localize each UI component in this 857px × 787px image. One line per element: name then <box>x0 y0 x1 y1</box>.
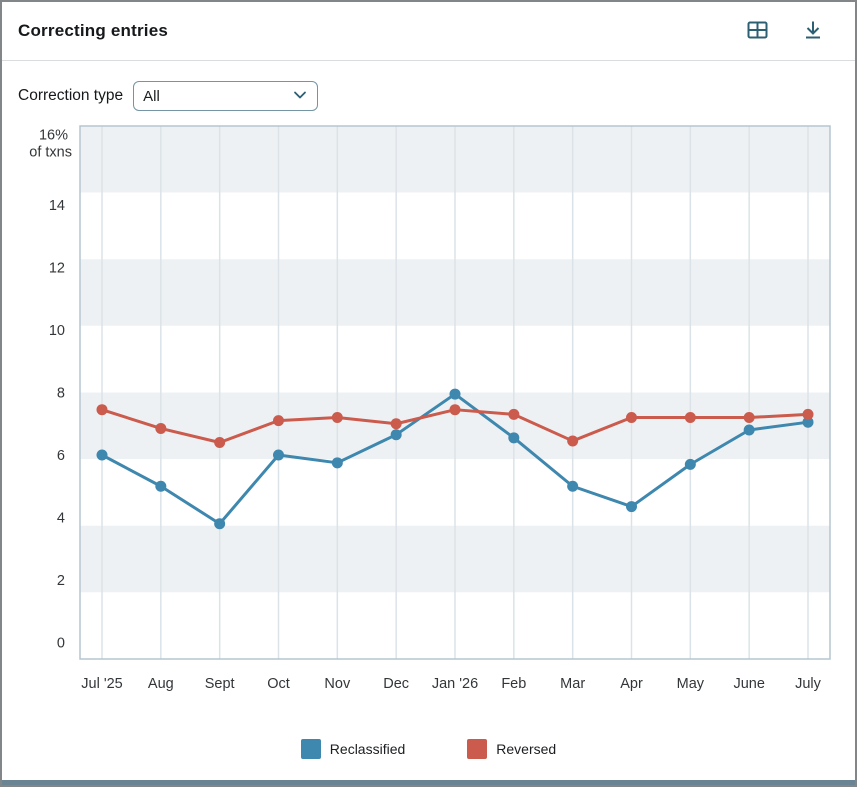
correcting-entries-chart: 14 12 10 8 6 4 2 0 16%of txns Jul '25 Aug Sept Oct No… <box>29 125 831 692</box>
legend-swatch-reclassified <box>300 739 321 759</box>
point-reversed-Dec[interactable] <box>390 418 402 430</box>
x-label-Nov: Nov <box>324 676 351 692</box>
x-label-Apr: Apr <box>620 676 643 692</box>
x-label-Feb: Feb <box>501 676 526 692</box>
y-tick-4: 4 <box>57 511 65 527</box>
point-reclassified-Aug[interactable] <box>155 480 167 492</box>
point-reversed-Jan '26[interactable] <box>449 404 461 416</box>
x-label-Jan '26: Jan '26 <box>432 676 478 692</box>
point-reversed-Nov[interactable] <box>331 412 343 423</box>
panel-header: Correcting entries <box>2 2 855 61</box>
y-tick-12: 12 <box>49 261 65 277</box>
point-reversed-Jul '25[interactable] <box>96 404 108 416</box>
point-reclassified-Sept[interactable] <box>214 518 226 530</box>
point-reclassified-Jan '26[interactable] <box>449 388 461 400</box>
x-label-Oct: Oct <box>267 676 290 692</box>
point-reversed-Mar[interactable] <box>567 435 579 447</box>
bottom-bar <box>2 780 855 785</box>
y-tick-10: 10 <box>49 323 65 339</box>
point-reclassified-Nov[interactable] <box>331 457 343 469</box>
point-reclassified-Oct[interactable] <box>273 449 284 461</box>
panel-title: Correcting entries <box>18 21 169 40</box>
legend-item-reversed[interactable]: Reversed <box>467 739 556 759</box>
y-tick-14: 14 <box>49 198 65 214</box>
chevron-down-icon <box>293 87 307 105</box>
header-actions <box>745 19 825 43</box>
point-reversed-Oct[interactable] <box>273 415 284 427</box>
point-reversed-Apr[interactable] <box>626 412 637 423</box>
filter-row: Correction type All <box>2 61 855 115</box>
y-axis-top-label: 16% <box>39 128 68 144</box>
point-reclassified-Apr[interactable] <box>626 501 637 513</box>
point-reversed-July[interactable] <box>802 408 814 420</box>
point-reclassified-Dec[interactable] <box>390 429 402 441</box>
x-label-Aug: Aug <box>148 676 174 692</box>
legend-label: Reclassified <box>329 741 406 757</box>
point-reversed-Feb[interactable] <box>508 408 520 420</box>
x-label-June: June <box>733 676 764 692</box>
legend-swatch-reversed <box>467 739 488 759</box>
y-tick-0: 0 <box>57 636 65 652</box>
x-label-Jul '25: Jul '25 <box>81 676 122 692</box>
legend-item-reclassified[interactable]: Reclassified <box>300 739 406 759</box>
x-label-Sept: Sept <box>205 676 235 692</box>
point-reversed-June[interactable] <box>743 412 755 423</box>
download-icon <box>803 20 823 43</box>
point-reclassified-July[interactable] <box>802 416 814 428</box>
point-reclassified-Mar[interactable] <box>567 480 579 492</box>
x-label-Dec: Dec <box>383 676 409 692</box>
chart-legend: Reclassified Reversed <box>2 739 855 759</box>
point-reversed-Aug[interactable] <box>155 422 167 434</box>
point-reversed-Sept[interactable] <box>214 437 226 448</box>
download-button[interactable] <box>801 19 825 43</box>
x-label-July: July <box>795 676 822 692</box>
point-reclassified-May[interactable] <box>684 458 696 470</box>
plot-border <box>79 125 831 660</box>
y-tick-6: 6 <box>57 448 65 464</box>
correction-type-selected-value: All <box>143 87 160 105</box>
table-icon <box>747 20 768 43</box>
point-reclassified-Feb[interactable] <box>508 432 520 444</box>
correction-type-label: Correction type <box>18 87 124 104</box>
chart-area: 14 12 10 8 6 4 2 0 16% of txns Jul '25 Aug Sept Oct No… <box>2 115 855 705</box>
x-label-May: May <box>677 676 705 692</box>
y-tick-8: 8 <box>57 386 65 402</box>
point-reclassified-June[interactable] <box>743 424 755 436</box>
correction-type-select[interactable]: All <box>133 81 319 111</box>
point-reclassified-Jul '25[interactable] <box>96 449 108 461</box>
table-view-button[interactable] <box>745 19 769 43</box>
legend-label: Reversed <box>496 741 557 757</box>
y-tick-2: 2 <box>57 573 65 589</box>
x-label-Mar: Mar <box>560 676 585 692</box>
point-reversed-May[interactable] <box>684 412 696 423</box>
y-axis-unit-label: of txns <box>29 145 72 161</box>
